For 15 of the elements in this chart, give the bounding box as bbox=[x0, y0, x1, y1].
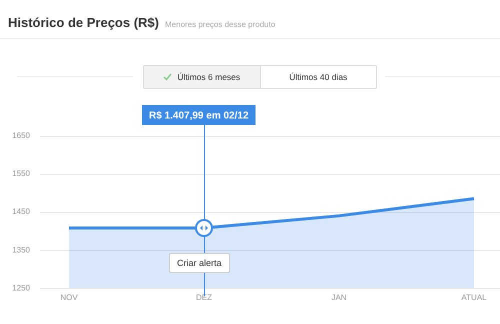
y-tick-label: 1350 bbox=[12, 245, 31, 254]
text: Últimos 6 meses bbox=[177, 72, 240, 82]
y-tick-label: 1550 bbox=[12, 169, 31, 178]
chart-subtitle: Menores preços desse produto bbox=[165, 20, 276, 29]
x-tick-label: NOV bbox=[60, 293, 78, 302]
x-tick-label: JAN bbox=[331, 293, 347, 302]
x-tick-label: DEZ bbox=[196, 293, 212, 302]
y-tick-label: 1650 bbox=[12, 131, 31, 140]
text: R$ 1.407,99 em 02/12 bbox=[149, 110, 249, 122]
y-tick-label: 1250 bbox=[12, 283, 31, 292]
annotation: Criar alerta bbox=[169, 253, 230, 273]
y-tick-label: 1450 bbox=[12, 207, 31, 216]
x-tick-label: ATUAL bbox=[461, 293, 488, 302]
chart-title: Histórico de Preços (R$) bbox=[8, 15, 159, 30]
text: Últimos 40 dias bbox=[289, 72, 348, 82]
